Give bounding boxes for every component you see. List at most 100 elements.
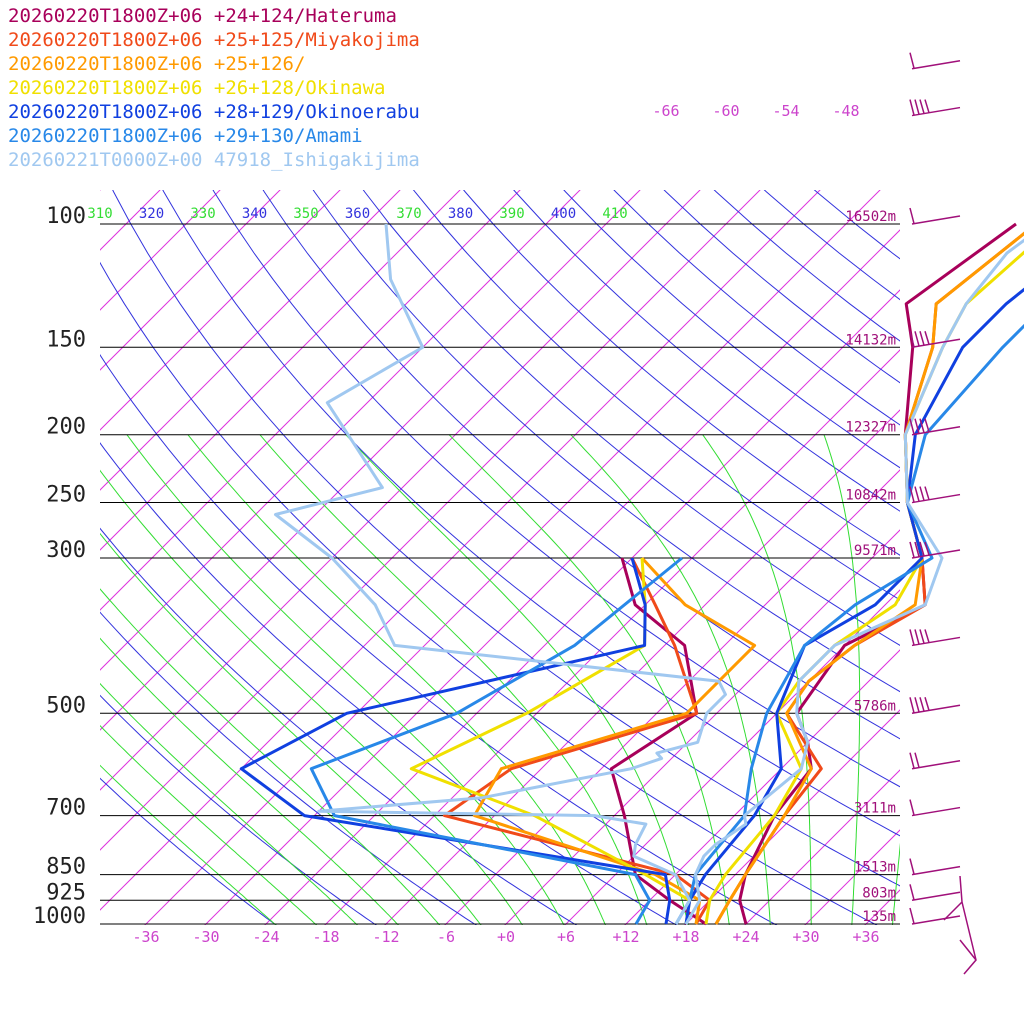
wind-barb-feather (909, 629, 915, 646)
pressure-label: 925 (46, 880, 86, 905)
theta-label: 400 (551, 206, 576, 222)
wind-barb-feather (919, 629, 925, 644)
wind-barb-feather (924, 629, 930, 643)
wind-barb (909, 697, 961, 715)
isotherm-line (624, 649, 900, 925)
dry-adiabat-line (513, 190, 900, 512)
temperature-profile-line (674, 323, 1024, 925)
moist-adiabat-line (570, 434, 771, 925)
moist-adiabat-line (100, 764, 277, 925)
chart-legend: 20260220T1800Z+06 +24+124/Hateruma 202602… (8, 4, 420, 172)
height-label: 14132m (845, 332, 896, 348)
wind-barb-shaft (911, 636, 961, 647)
wind-barb-feather (914, 331, 920, 347)
dry-adiabat-line (100, 611, 477, 925)
wind-barb-feather (924, 486, 930, 500)
theta-label: 410 (602, 206, 627, 222)
dewpoint-profile-line (274, 223, 727, 925)
temperature-profile-line (684, 238, 1024, 925)
isotherm-line (100, 190, 701, 791)
isotherm-line (100, 190, 341, 431)
dry-adiabat-line (362, 190, 900, 646)
temperature-tick-label: -30 (192, 928, 219, 946)
legend-entry: 20260220T1800Z+06 +24+124/Hateruma (8, 5, 397, 27)
isotherm-line (444, 469, 900, 925)
wind-barb (909, 799, 961, 817)
dry-adiabat-lines (100, 190, 900, 925)
dry-adiabat-line (212, 190, 900, 788)
height-label: 12327m (845, 420, 896, 436)
isotherm-line (100, 190, 821, 911)
temperature-tick-label: +12 (612, 928, 639, 946)
dry-adiabat-line (162, 190, 900, 837)
isotherm-line (100, 190, 761, 851)
dry-adiabat-line (312, 190, 900, 693)
wind-barbs (909, 52, 977, 975)
legend-entry: 20260220T1800Z+06 +29+130/Amami (8, 125, 363, 147)
theta-label: 320 (139, 206, 164, 222)
wind-barb-feather (914, 418, 920, 434)
wind-barb-shaft (911, 891, 961, 902)
pressure-label: 300 (46, 538, 86, 563)
temperature-profile-line (704, 250, 1024, 925)
dry-adiabat-line (100, 261, 878, 925)
temperature-tick-label: +36 (852, 928, 879, 946)
wind-barb (909, 418, 961, 436)
theta-label: 310 (87, 206, 112, 222)
wind-barb-feather (909, 884, 915, 900)
wind-barb-feather (909, 907, 915, 924)
moist-adiabat-line (345, 434, 689, 925)
isotherm-line (100, 190, 281, 371)
dewpoint-profile-line (239, 557, 672, 925)
wind-barb-feather (914, 697, 920, 713)
wind-barb-feather (919, 541, 925, 557)
theta-label: 390 (499, 206, 524, 222)
temperature-tick-label: +0 (497, 928, 515, 946)
dry-adiabat-line (412, 190, 900, 601)
wind-barb (909, 541, 961, 559)
wind-barb (909, 907, 961, 925)
wind-barb-shaft (911, 106, 961, 117)
wind-barb-feather (924, 331, 930, 345)
wind-barb-shaft (911, 704, 961, 715)
wind-barb-feather (914, 99, 920, 115)
pressure-label: 700 (46, 796, 86, 821)
wind-barb-feather (924, 697, 930, 711)
wind-barb (909, 52, 961, 70)
legend-entry: 20260220T1800Z+06 +25+126/ (8, 53, 306, 75)
temperature-tick-label: -12 (372, 928, 399, 946)
isotherm-top-label: -54 (772, 102, 799, 120)
dry-adiabat-line (100, 527, 578, 925)
isotherm-line (100, 190, 461, 551)
pressure-label: 150 (46, 327, 86, 352)
theta-label: 330 (190, 206, 215, 222)
isotherm-line (911, 69, 1024, 939)
isotherm-line (744, 769, 900, 925)
temperature-tick-label: -18 (312, 928, 339, 946)
isotherm-line (204, 229, 900, 925)
dry-adiabat-line (262, 190, 900, 740)
dry-adiabat-line (463, 190, 900, 556)
wind-barb-shaft (911, 338, 961, 349)
dry-adiabat-line (100, 694, 377, 925)
temperature-profile-line (714, 231, 1024, 925)
temperature-profile-line (684, 287, 1024, 925)
wind-barb-feather (924, 418, 930, 433)
wind-barb-feather (919, 99, 925, 114)
moist-adiabat-line (100, 469, 523, 925)
isobar-lines (100, 223, 900, 925)
wind-barb-feather (909, 697, 915, 713)
wind-barb-shaft (911, 549, 961, 559)
isotherm-line (564, 589, 900, 925)
isotherm-line (684, 709, 900, 925)
wind-barb-feather (909, 799, 915, 816)
wind-barb-feather (909, 331, 915, 347)
wind-barb-shaft (943, 875, 977, 975)
dry-adiabat-line (100, 442, 678, 925)
moist-adiabat-line (100, 588, 441, 925)
wind-barb-shaft (911, 215, 961, 225)
wind-barb-feather (914, 752, 920, 768)
isotherm-line (100, 190, 641, 731)
wind-barb-shaft (911, 493, 961, 504)
